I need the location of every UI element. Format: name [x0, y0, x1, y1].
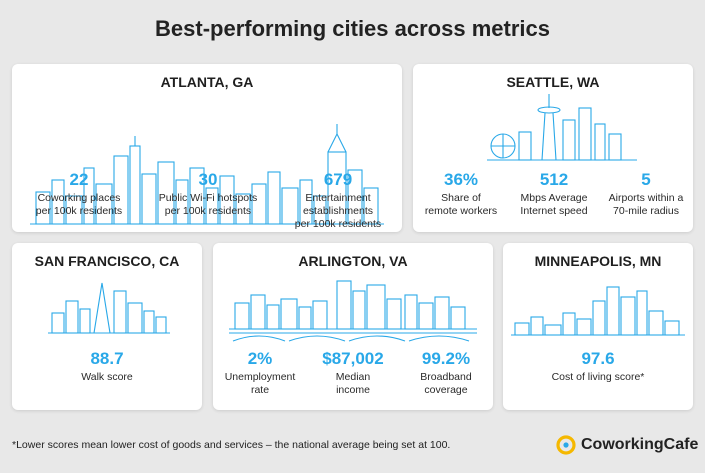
stat-label: rate [250, 384, 270, 396]
brand-name: CoworkingCafe [581, 436, 699, 453]
stat-seattle-internet: 512 Mbps Average Internet speed [509, 170, 599, 218]
stat-label: Entertainment [305, 192, 371, 204]
stat-atlanta-entertainment: 679 Entertainment establishments per 100… [282, 170, 394, 231]
stat-label: remote workers [424, 205, 498, 217]
stat-value: $87,002 [322, 349, 384, 368]
city-name-seattle: SEATTLE, WA [506, 74, 600, 90]
stat-seattle-remote: 36% Share of remote workers [417, 170, 505, 218]
stat-value: 2% [247, 349, 273, 368]
stat-label: Airports within a [608, 192, 684, 204]
stat-label: Mbps Average [520, 192, 588, 204]
stat-arlington-broadband: 99.2% Broadband coverage [403, 349, 489, 397]
seattle-skyline-icon [487, 94, 637, 161]
stat-label: 70-mile radius [613, 205, 679, 217]
stat-value: 36% [443, 170, 479, 189]
city-name-arlington: ARLINGTON, VA [298, 253, 408, 269]
stat-value: 88.7 [90, 349, 124, 368]
san-francisco-skyline-icon [48, 282, 170, 334]
brand[interactable]: CoworkingCafe [556, 434, 698, 456]
stat-arlington-income: $87,002 Median income [307, 349, 399, 397]
stat-label: income [336, 384, 370, 396]
arlington-skyline-icon [229, 280, 477, 342]
stat-label: per 100k residents [35, 205, 123, 217]
stat-label: per 100k residents [294, 218, 382, 230]
coworkingcafe-logo-icon [556, 435, 576, 455]
stat-label: Public Wi-Fi hotspots [158, 192, 258, 204]
stat-value: 99.2% [421, 349, 471, 368]
stat-value: 22 [69, 170, 89, 189]
page-title: Best-performing cities across metrics [155, 16, 550, 41]
stat-label: Share of [441, 192, 481, 204]
city-name-san-francisco: SAN FRANCISCO, CA [34, 253, 180, 269]
city-name-atlanta: ATLANTA, GA [160, 74, 254, 90]
footnote: *Lower scores mean lower cost of goods a… [12, 439, 451, 451]
card-san-francisco: SAN FRANCISCO, CA 88.7 Walk score [12, 243, 202, 410]
card-arlington: ARLINGTON, VA 2% Unemployment rate $87,0… [213, 243, 493, 410]
stat-label: Internet speed [520, 205, 588, 217]
stat-label: Walk score [81, 371, 133, 383]
card-seattle: SEATTLE, WA 36% Share of remote workers … [413, 64, 693, 232]
card-minneapolis: MINNEAPOLIS, MN 97.6 Cost of living scor… [503, 243, 693, 410]
stat-label: Cost of living score* [551, 371, 645, 383]
stat-label: Coworking places [37, 192, 121, 204]
stat-label: Median [335, 371, 371, 383]
stat-minneapolis-cost: 97.6 Cost of living score* [513, 349, 683, 384]
stat-label: coverage [424, 384, 468, 396]
stat-atlanta-wifi: 30 Public Wi-Fi hotspots per 100k reside… [148, 170, 268, 218]
minneapolis-skyline-icon [511, 286, 685, 336]
stat-value: 512 [539, 170, 569, 189]
atlanta-skyline-icon [30, 124, 384, 225]
stat-seattle-airports: 5 Airports within a 70-mile radius [601, 170, 691, 218]
stat-label: Unemployment [224, 371, 296, 383]
stat-label: establishments [302, 205, 374, 217]
stat-san-francisco-walk: 88.7 Walk score [32, 349, 182, 384]
stat-label: Broadband [420, 371, 472, 383]
card-atlanta: ATLANTA, GA 22 Coworking places per 100k… [12, 64, 402, 232]
city-name-minneapolis: MINNEAPOLIS, MN [534, 253, 662, 269]
stat-value: 679 [323, 170, 353, 189]
stat-value: 97.6 [581, 349, 615, 368]
stat-atlanta-coworking: 22 Coworking places per 100k residents [24, 170, 134, 218]
stat-value: 5 [641, 170, 651, 189]
stat-value: 30 [198, 170, 218, 189]
stat-arlington-unemployment: 2% Unemployment rate [217, 349, 303, 397]
stat-label: per 100k residents [164, 205, 252, 217]
